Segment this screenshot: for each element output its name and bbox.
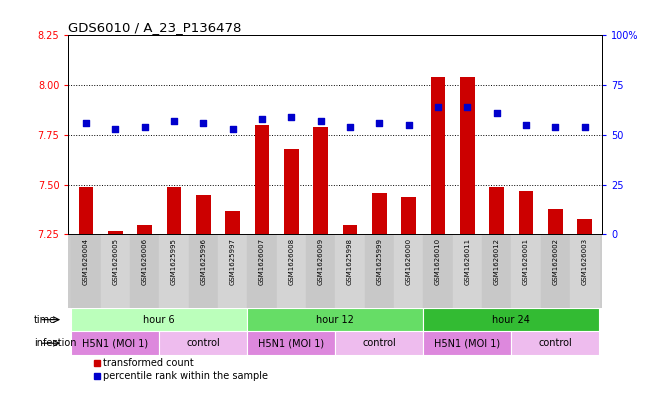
- Text: GSM1626003: GSM1626003: [581, 238, 588, 285]
- Bar: [255, 125, 270, 235]
- Text: GSM1626009: GSM1626009: [318, 238, 324, 285]
- Bar: [130, 235, 159, 308]
- Bar: [196, 195, 211, 235]
- Bar: [335, 235, 365, 308]
- Point: [315, 118, 326, 124]
- Text: hour 6: hour 6: [143, 315, 175, 325]
- Bar: [394, 235, 423, 308]
- Text: GSM1625996: GSM1625996: [201, 238, 206, 285]
- Text: GSM1626012: GSM1626012: [493, 238, 499, 285]
- Text: GSM1625999: GSM1625999: [376, 238, 382, 285]
- Bar: [72, 235, 101, 308]
- Bar: [540, 235, 570, 308]
- Bar: [101, 235, 130, 308]
- Bar: [423, 235, 452, 308]
- Bar: [218, 235, 247, 308]
- Point: [345, 124, 355, 130]
- Text: control: control: [538, 338, 572, 348]
- Text: GSM1626001: GSM1626001: [523, 238, 529, 285]
- Point: [139, 124, 150, 130]
- Point: [256, 116, 267, 122]
- Bar: [247, 331, 335, 355]
- Text: control: control: [186, 338, 220, 348]
- Bar: [72, 308, 247, 331]
- Point: [462, 104, 473, 110]
- Bar: [313, 127, 328, 235]
- Bar: [511, 331, 599, 355]
- Bar: [306, 235, 335, 308]
- Point: [433, 104, 443, 110]
- Text: GSM1626002: GSM1626002: [552, 238, 559, 285]
- Bar: [72, 331, 159, 355]
- Text: GSM1625998: GSM1625998: [347, 238, 353, 285]
- Bar: [423, 308, 599, 331]
- Text: control: control: [363, 338, 396, 348]
- Bar: [511, 235, 540, 308]
- Bar: [277, 235, 306, 308]
- Point: [286, 114, 296, 120]
- Bar: [189, 235, 218, 308]
- Text: GSM1626005: GSM1626005: [112, 238, 118, 285]
- Bar: [460, 77, 475, 235]
- Bar: [365, 235, 394, 308]
- Text: time: time: [34, 315, 56, 325]
- Bar: [423, 331, 511, 355]
- Text: H5N1 (MOI 1): H5N1 (MOI 1): [258, 338, 324, 348]
- Bar: [482, 235, 511, 308]
- Bar: [247, 308, 423, 331]
- Bar: [401, 196, 416, 235]
- Bar: [225, 211, 240, 235]
- Text: GSM1626004: GSM1626004: [83, 238, 89, 285]
- Text: GSM1626000: GSM1626000: [406, 238, 411, 285]
- Bar: [159, 331, 247, 355]
- Bar: [335, 331, 423, 355]
- Bar: [167, 187, 181, 235]
- Bar: [430, 77, 445, 235]
- Text: H5N1 (MOI 1): H5N1 (MOI 1): [434, 338, 501, 348]
- Bar: [577, 219, 592, 235]
- Bar: [570, 235, 599, 308]
- Legend: transformed count, percentile rank within the sample: transformed count, percentile rank withi…: [94, 358, 268, 381]
- Bar: [79, 187, 93, 235]
- Text: hour 24: hour 24: [492, 315, 530, 325]
- Text: GDS6010 / A_23_P136478: GDS6010 / A_23_P136478: [68, 21, 242, 34]
- Bar: [137, 224, 152, 235]
- Text: H5N1 (MOI 1): H5N1 (MOI 1): [82, 338, 148, 348]
- Bar: [372, 193, 387, 235]
- Text: GSM1626010: GSM1626010: [435, 238, 441, 285]
- Bar: [548, 209, 562, 235]
- Bar: [342, 224, 357, 235]
- Point: [521, 122, 531, 128]
- Text: GSM1625995: GSM1625995: [171, 238, 177, 285]
- Text: GSM1626011: GSM1626011: [464, 238, 470, 285]
- Point: [492, 110, 502, 116]
- Point: [81, 120, 91, 126]
- Bar: [247, 235, 277, 308]
- Bar: [452, 235, 482, 308]
- Point: [374, 120, 385, 126]
- Text: GSM1626006: GSM1626006: [142, 238, 148, 285]
- Point: [404, 122, 414, 128]
- Text: hour 12: hour 12: [316, 315, 354, 325]
- Point: [110, 126, 120, 132]
- Text: GSM1625997: GSM1625997: [230, 238, 236, 285]
- Text: GSM1626008: GSM1626008: [288, 238, 294, 285]
- Bar: [490, 187, 504, 235]
- Point: [198, 120, 208, 126]
- Text: GSM1626007: GSM1626007: [259, 238, 265, 285]
- Point: [169, 118, 179, 124]
- Bar: [108, 231, 122, 235]
- Bar: [519, 191, 533, 235]
- Bar: [159, 235, 189, 308]
- Text: infection: infection: [34, 338, 76, 348]
- Point: [227, 126, 238, 132]
- Bar: [284, 149, 299, 235]
- Point: [579, 124, 590, 130]
- Point: [550, 124, 561, 130]
